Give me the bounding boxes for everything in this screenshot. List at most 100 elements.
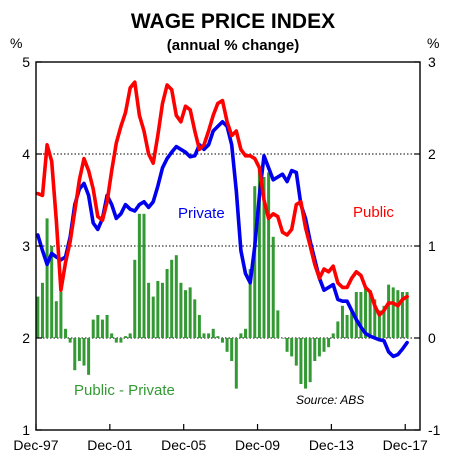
right-tick-label-0: 0 — [428, 330, 436, 346]
chart-title: WAGE PRICE INDEX — [131, 10, 335, 33]
difference-bar-26 — [156, 280, 160, 338]
difference-bar-8 — [73, 338, 77, 371]
difference-bar-27 — [160, 282, 164, 338]
difference-bar-15 — [105, 315, 109, 338]
difference-bar-34 — [193, 299, 197, 338]
difference-bar-55 — [290, 338, 294, 357]
difference-bar-78 — [396, 290, 400, 338]
difference-bar-45 — [244, 328, 248, 338]
difference-bar-40 — [220, 338, 224, 343]
x-tick-label-Dec-17: Dec-17 — [383, 437, 428, 453]
difference-bar-80 — [405, 292, 409, 338]
chart-subtitle: (annual % change) — [167, 37, 300, 54]
difference-bar-31 — [179, 282, 183, 338]
axes: 1 2 3 4 5 -1 0 1 2 3 Dec-97 Dec-01 Dec-05 Dec-09 Dec-1… — [13, 54, 440, 453]
x-tick-label-Dec-01: Dec-01 — [87, 437, 132, 453]
difference-bar-24 — [147, 282, 151, 338]
difference-bar-10 — [82, 338, 86, 366]
difference-bar-32 — [184, 290, 188, 338]
left-tick-label-2: 2 — [22, 330, 30, 346]
difference-bar-39 — [216, 336, 220, 338]
source-note: Source: ABS — [296, 393, 364, 407]
difference-bar-12 — [91, 319, 95, 338]
difference-bar-47 — [253, 186, 257, 338]
difference-bar-61 — [317, 338, 321, 357]
difference-bar-1 — [40, 282, 44, 338]
difference-bar-7 — [68, 338, 72, 343]
difference-bar-3 — [50, 246, 54, 338]
difference-bars — [36, 167, 409, 389]
difference-bar-28 — [165, 269, 169, 338]
x-tick-label-Dec-09: Dec-09 — [235, 437, 280, 453]
difference-bar-65 — [336, 321, 340, 338]
difference-bar-57 — [299, 338, 303, 384]
difference-bar-41 — [225, 338, 229, 352]
difference-bar-49 — [262, 177, 266, 338]
series-label-private: Private — [178, 205, 225, 222]
series-label-public-private: Public - Private — [74, 382, 175, 399]
left-tick-label-5: 5 — [22, 54, 30, 70]
difference-bar-74 — [377, 310, 381, 338]
difference-bar-59 — [308, 338, 312, 383]
x-tick-label-Dec-97: Dec-97 — [13, 437, 58, 453]
difference-bar-17 — [114, 338, 118, 343]
difference-bar-42 — [230, 338, 234, 361]
right-tick-label-1: 1 — [428, 238, 436, 254]
difference-bar-58 — [304, 338, 308, 389]
difference-bar-11 — [87, 338, 91, 375]
difference-bar-14 — [100, 319, 104, 338]
difference-bar-44 — [239, 333, 243, 338]
difference-bar-62 — [322, 338, 326, 352]
x-tick-label-Dec-05: Dec-05 — [161, 437, 206, 453]
difference-bar-54 — [285, 338, 289, 352]
difference-bar-64 — [331, 333, 335, 338]
difference-bar-19 — [124, 336, 128, 338]
difference-bar-73 — [373, 299, 377, 338]
difference-bar-79 — [400, 292, 404, 338]
public-series-line — [36, 80, 409, 317]
difference-bar-22 — [137, 213, 141, 338]
difference-bar-29 — [170, 259, 174, 338]
difference-bar-70 — [359, 292, 363, 338]
difference-bar-63 — [327, 338, 331, 348]
difference-bar-53 — [280, 338, 284, 339]
difference-bar-43 — [234, 338, 238, 389]
left-tick-label-1: 1 — [22, 422, 30, 438]
difference-bar-16 — [110, 333, 114, 338]
right-tick-label--1: -1 — [428, 422, 441, 438]
difference-bar-75 — [382, 305, 386, 338]
difference-bar-56 — [294, 338, 298, 366]
difference-bar-9 — [77, 338, 81, 361]
difference-bar-71 — [364, 287, 368, 338]
difference-bar-6 — [64, 328, 68, 338]
right-axis-unit: % — [427, 35, 439, 51]
right-tick-label-3: 3 — [428, 54, 436, 70]
difference-bar-5 — [59, 292, 63, 338]
difference-bar-69 — [354, 292, 358, 338]
difference-bar-30 — [174, 255, 178, 338]
difference-bar-2 — [45, 218, 49, 338]
difference-bar-77 — [391, 287, 395, 338]
difference-bar-18 — [119, 338, 123, 343]
difference-bar-76 — [387, 284, 391, 338]
difference-bar-25 — [151, 296, 155, 338]
difference-bar-0 — [36, 296, 40, 338]
difference-bar-33 — [188, 287, 192, 338]
difference-bar-4 — [54, 301, 58, 338]
left-tick-label-3: 3 — [22, 238, 30, 254]
difference-bar-52 — [276, 310, 280, 338]
difference-bar-48 — [257, 167, 261, 338]
x-tick-label-Dec-13: Dec-13 — [309, 437, 354, 453]
difference-bar-50 — [267, 172, 271, 338]
series-lines — [36, 80, 409, 359]
left-tick-label-4: 4 — [22, 146, 30, 162]
right-tick-label-2: 2 — [428, 146, 436, 162]
difference-bar-67 — [345, 315, 349, 338]
difference-bar-36 — [202, 333, 206, 338]
difference-bar-60 — [313, 338, 317, 361]
difference-bar-51 — [271, 236, 275, 338]
left-axis-unit: % — [10, 35, 22, 51]
difference-bar-21 — [133, 259, 137, 338]
difference-bar-37 — [207, 333, 211, 338]
